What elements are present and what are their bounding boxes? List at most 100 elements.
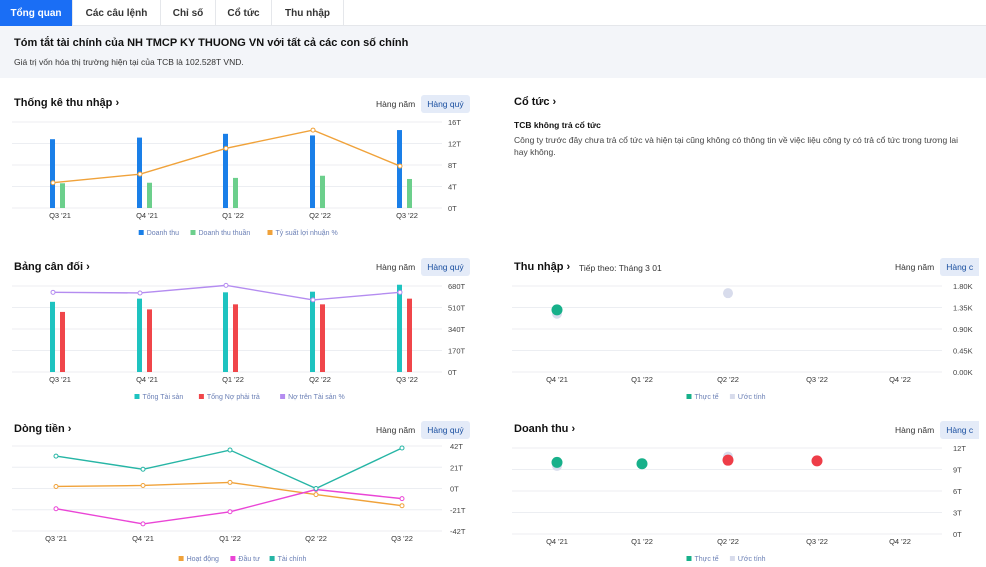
income-period-toggle: Hàng năm Hàng quý bbox=[370, 95, 470, 113]
quarterly-button[interactable]: Hàng quý bbox=[421, 258, 470, 276]
cashflow-period-toggle: Hàng năm Hàng quý bbox=[370, 421, 470, 439]
line-point bbox=[53, 506, 59, 512]
earnings-period-toggle: Hàng năm Hàng c bbox=[889, 258, 980, 276]
balance-period-toggle: Hàng năm Hàng quý bbox=[370, 258, 470, 276]
annual-button[interactable]: Hàng năm bbox=[376, 262, 416, 272]
legend-swatch bbox=[198, 394, 204, 399]
bar bbox=[233, 177, 238, 208]
x-tick-label: Q2 '22 bbox=[309, 211, 331, 220]
line-point bbox=[399, 445, 405, 451]
series-line bbox=[55, 481, 403, 507]
x-tick-label: Q1 '22 bbox=[631, 537, 653, 546]
y-tick-label: 0T bbox=[953, 530, 962, 539]
legend-swatch bbox=[267, 230, 273, 235]
line-point bbox=[227, 479, 233, 485]
revenue-title[interactable]: Doanh thu › bbox=[514, 423, 576, 435]
line-point bbox=[227, 447, 233, 453]
legend-swatch bbox=[729, 556, 735, 561]
summary-subtitle: Giá trị vốn hóa thị trường hiện tại của … bbox=[14, 57, 244, 67]
bar bbox=[137, 298, 142, 372]
tab-statements[interactable]: Các câu lệnh bbox=[73, 0, 161, 26]
line-point bbox=[140, 466, 146, 472]
legend-swatch bbox=[269, 556, 275, 561]
line-point bbox=[397, 163, 403, 169]
legend-swatch bbox=[178, 556, 184, 561]
x-tick-label: Q3 '21 bbox=[49, 211, 71, 220]
series-line bbox=[55, 488, 403, 525]
line-point bbox=[397, 289, 403, 295]
quarterly-button[interactable]: Hàng c bbox=[940, 258, 980, 276]
cash-flow-title[interactable]: Dòng tiền › bbox=[14, 423, 72, 435]
line-point bbox=[310, 127, 316, 133]
dividend-title[interactable]: Cổ tức › bbox=[514, 96, 557, 108]
y-tick-label: 0.00K bbox=[953, 368, 973, 377]
x-tick-label: Q4 '22 bbox=[889, 375, 911, 384]
x-tick-label: Q3 '22 bbox=[391, 534, 413, 543]
earnings-title[interactable]: Thu nhập › bbox=[514, 261, 571, 273]
legend-label: Ước tính bbox=[738, 556, 766, 563]
annual-button[interactable]: Hàng năm bbox=[376, 99, 416, 109]
bar bbox=[233, 304, 238, 372]
y-tick-label: 340T bbox=[448, 325, 466, 334]
annual-button[interactable]: Hàng năm bbox=[895, 262, 935, 272]
y-tick-label: 0T bbox=[448, 204, 457, 213]
legend-label: Doanh thu bbox=[147, 230, 179, 237]
line-point bbox=[399, 503, 405, 509]
y-tick-label: 170T bbox=[448, 347, 466, 356]
y-tick-label: 16T bbox=[448, 118, 461, 127]
line-point bbox=[223, 282, 229, 288]
y-tick-label: 4T bbox=[448, 183, 457, 192]
x-tick-label: Q3 '21 bbox=[49, 375, 71, 384]
balance-sheet-title[interactable]: Bảng cân đối › bbox=[14, 261, 90, 273]
line-point bbox=[53, 453, 59, 459]
bar bbox=[223, 292, 228, 372]
x-tick-label: Q4 '21 bbox=[546, 375, 568, 384]
annual-button[interactable]: Hàng năm bbox=[895, 425, 935, 435]
quarterly-button[interactable]: Hàng quý bbox=[421, 95, 470, 113]
x-tick-label: Q4 '21 bbox=[136, 211, 158, 220]
legend-swatch bbox=[134, 394, 140, 399]
x-tick-label: Q4 '21 bbox=[546, 537, 568, 546]
x-tick-label: Q4 '21 bbox=[136, 375, 158, 384]
y-tick-label: -21T bbox=[450, 506, 466, 515]
legend-swatch bbox=[686, 556, 692, 561]
quarterly-button[interactable]: Hàng quý bbox=[421, 421, 470, 439]
annual-button[interactable]: Hàng năm bbox=[376, 425, 416, 435]
x-tick-label: Q2 '22 bbox=[717, 537, 739, 546]
dividend-body: Công ty trước đây chưa trả cổ tức và hiệ… bbox=[514, 135, 959, 157]
tab-dividends[interactable]: Cổ tức bbox=[216, 0, 272, 26]
earnings-next-date: Tiếp theo: Tháng 3 01 bbox=[579, 263, 662, 273]
tab-earnings[interactable]: Thu nhập bbox=[272, 0, 344, 26]
y-tick-label: 12T bbox=[953, 444, 966, 453]
quarterly-button[interactable]: Hàng c bbox=[940, 421, 980, 439]
legend-label: Tổng Nợ phải trả bbox=[207, 393, 260, 401]
x-tick-label: Q3 '22 bbox=[806, 375, 828, 384]
y-tick-label: 21T bbox=[450, 463, 463, 472]
tab-overview[interactable]: Tổng quan bbox=[0, 0, 73, 26]
x-tick-label: Q4 '22 bbox=[889, 537, 911, 546]
y-tick-label: 0T bbox=[448, 368, 457, 377]
y-tick-label: 12T bbox=[448, 140, 461, 149]
income-stats-title[interactable]: Thống kê thu nhập › bbox=[14, 97, 120, 109]
tab-ratios[interactable]: Chỉ số bbox=[161, 0, 216, 26]
tab-bar: Tổng quan Các câu lệnh Chỉ số Cổ tức Thu… bbox=[0, 0, 986, 26]
y-tick-label: 0T bbox=[450, 485, 459, 494]
bar bbox=[397, 284, 402, 372]
line-point bbox=[140, 482, 146, 488]
line-point bbox=[227, 509, 233, 515]
line-point bbox=[137, 290, 143, 296]
x-tick-label: Q2 '22 bbox=[717, 375, 739, 384]
bar bbox=[310, 135, 315, 208]
earnings-chart: 1.80K 1.35K 0.90K 0.45K 0.00K Q4 '21 Q1 '22 Q2 … bbox=[512, 282, 973, 401]
x-tick-label: Q3 '21 bbox=[45, 534, 67, 543]
legend-swatch bbox=[729, 394, 735, 399]
legend-label: Thực tế bbox=[695, 554, 719, 563]
bar bbox=[310, 291, 315, 372]
line-point bbox=[50, 180, 56, 186]
bar bbox=[60, 183, 65, 208]
legend-label: Tài chính bbox=[278, 556, 307, 563]
y-tick-label: 0.45K bbox=[953, 347, 973, 356]
y-tick-label: 1.80K bbox=[953, 282, 973, 291]
dividend-heading: TCB không trả cổ tức bbox=[514, 120, 601, 130]
balance-sheet-chart: 680T 510T 340T 170T 0T Q3 '21 Q4 '21 Q1 '22 Q2 '… bbox=[12, 282, 466, 401]
